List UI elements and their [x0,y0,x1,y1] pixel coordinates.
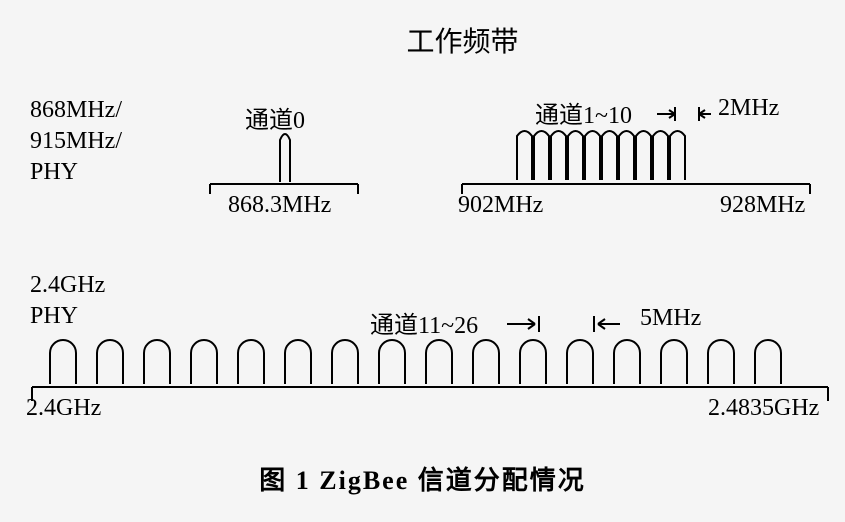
phy-24-label: 2.4GHz PHY [30,270,105,332]
channel-11-26-peaks [48,338,828,388]
phy-24-line2: PHY [30,301,105,332]
freq-928-label: 928MHz [720,192,805,219]
main-title: 工作频带 [100,20,825,60]
freq-902-label: 902MHz [458,192,543,219]
freq-24835-label: 2.4835GHz [708,395,819,422]
channel-0-freq: 868.3MHz [228,192,331,219]
top-section: 868MHz/ 915MHz/ PHY 通道0 868.3MHz 通道1~10 … [20,90,825,250]
figure-caption: 图 1 ZigBee 信道分配情况 [0,460,845,497]
phy-868-line1: 868MHz/ [30,95,122,126]
bottom-section: 2.4GHz PHY 通道11~26 5MHz 2.4GHz 2.4835GHz [20,270,825,450]
channel-11-26-label: 通道11~26 [370,305,478,340]
channel-0-peak [278,132,298,187]
phy-868-label: 868MHz/ 915MHz/ PHY [30,95,122,189]
phy-24-line1: 2.4GHz [30,270,105,301]
spacing-2mhz-label: 2MHz [718,95,779,122]
channel-1-10-label: 通道1~10 [535,95,632,130]
channel-11-26-arrow [505,314,545,334]
spacing-5mhz-label: 5MHz [640,305,701,332]
channel-1-10-peaks [515,128,715,186]
spacing-5mhz-arrows [590,314,640,334]
channel-0-label: 通道0 [245,100,305,135]
spacing-2mhz-arrows [655,104,715,124]
freq-24-label: 2.4GHz [26,395,101,422]
phy-868-line3: PHY [30,157,122,188]
phy-868-line2: 915MHz/ [30,126,122,157]
